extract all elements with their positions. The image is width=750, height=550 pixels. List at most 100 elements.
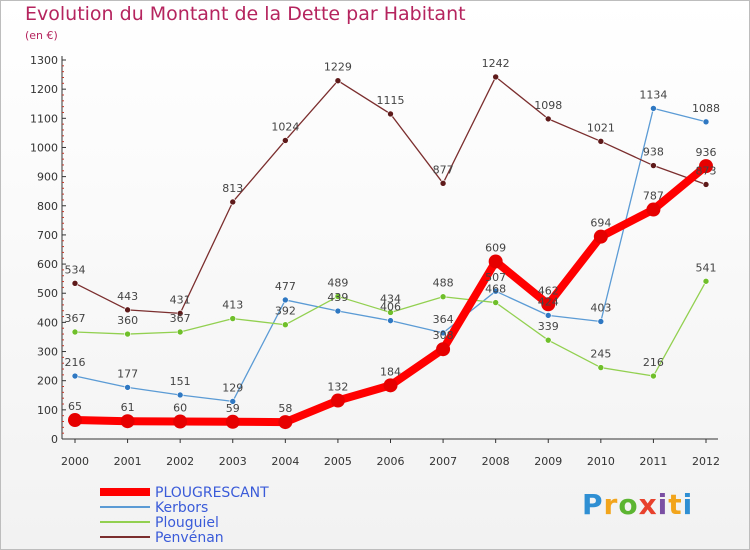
chart-title: Evolution du Montant de la Dette par Hab…: [25, 3, 466, 25]
data-label-plougrescant: 59: [226, 402, 240, 415]
series-point-kerbors: [439, 329, 447, 337]
data-label-penvénan: 813: [222, 182, 243, 195]
data-label-plougrescant: 60: [173, 402, 187, 415]
series-point-plougrescant: [173, 414, 188, 429]
series-point-plougrescant: [120, 414, 135, 429]
data-label-penvénan: 877: [433, 163, 454, 176]
series-point-penvénan: [702, 181, 710, 188]
logo-letter: r: [603, 488, 619, 521]
y-tick-label: 600: [37, 258, 58, 271]
data-label-plouguiel: 488: [433, 277, 454, 290]
series-point-kerbors: [71, 372, 79, 380]
x-tick-label: 2011: [639, 455, 667, 468]
series-point-plougrescant: [488, 254, 503, 269]
y-tick-label: 0: [51, 433, 58, 446]
data-label-plouguiel: 468: [485, 283, 506, 296]
legend-label: Plouguiel: [155, 515, 219, 531]
series-point-penvénan: [124, 306, 131, 314]
x-tick-label: 2005: [324, 455, 352, 468]
data-label-kerbors: 477: [275, 280, 296, 293]
data-label-plougrescant: 132: [327, 381, 348, 394]
y-tick-label: 900: [37, 171, 58, 184]
series-point-penvénan: [439, 180, 447, 187]
data-label-kerbors: 151: [170, 375, 191, 388]
series-point-penvénan: [176, 310, 184, 317]
data-label-kerbors: 1134: [639, 88, 667, 101]
series-point-penvénan: [71, 280, 79, 287]
chart-axes: 0 100 200 300 400 500 600 700 800 900 1000 1100 1200…: [30, 54, 720, 468]
series-point-penvénan: [650, 162, 657, 169]
data-label-plougrescant: 65: [68, 400, 82, 413]
data-label-plougrescant: 58: [278, 402, 292, 415]
series-point-penvénan: [597, 138, 605, 145]
y-tick-label: 1300: [30, 54, 58, 67]
series-point-plouguiel: [124, 330, 131, 338]
x-tick-label: 2002: [166, 455, 194, 468]
series-point-plouguiel: [544, 336, 552, 344]
data-label-kerbors: 129: [222, 381, 243, 394]
series-point-plougrescant: [541, 297, 556, 312]
data-label-penvénan: 1242: [482, 57, 510, 70]
data-label-plouguiel: 541: [696, 261, 717, 274]
series-point-plouguiel: [334, 293, 342, 300]
series-point-plougrescant: [383, 378, 398, 393]
chart-subtitle: (en €): [25, 29, 58, 42]
series-point-penvénan: [229, 198, 237, 206]
series-point-kerbors: [492, 287, 499, 295]
legend-label: Kerbors: [155, 500, 208, 516]
y-tick-label: 100: [37, 404, 58, 417]
series-point-penvénan: [282, 137, 289, 144]
logo-letter: o: [618, 488, 639, 521]
data-label-penvénan: 1021: [587, 121, 615, 134]
series-point-plouguiel: [650, 372, 657, 380]
data-label-plougrescant: 787: [643, 190, 664, 203]
logo-letter: i: [682, 488, 694, 521]
data-label-penvénan: 443: [117, 290, 138, 303]
series-point-kerbors: [597, 318, 605, 325]
series-line-kerbors: [74, 107, 707, 403]
y-tick-label: 800: [37, 200, 58, 213]
x-tick-label: 2001: [114, 455, 142, 468]
chart-series: [68, 73, 713, 430]
data-label-plouguiel: 367: [170, 312, 191, 325]
data-label-kerbors: 403: [590, 302, 611, 315]
data-label-plouguiel: 434: [380, 292, 401, 305]
x-tick-label: 2000: [61, 455, 89, 468]
logo-letter: x: [638, 488, 658, 521]
series-point-kerbors: [124, 384, 131, 391]
series-point-plouguiel: [282, 321, 289, 329]
legend-label: Penvénan: [155, 530, 224, 546]
data-label-kerbors: 439: [327, 291, 348, 304]
logo-letter: t: [668, 488, 683, 521]
data-label-penvénan: 1024: [271, 120, 299, 133]
series-point-plouguiel: [702, 277, 710, 285]
series-point-plouguiel: [439, 293, 447, 301]
x-tick-label: 2012: [692, 455, 720, 468]
series-point-plouguiel: [387, 309, 394, 316]
series-point-kerbors: [702, 118, 710, 126]
data-label-plouguiel: 392: [275, 305, 296, 318]
x-tick-label: 2004: [271, 455, 299, 468]
y-tick-label: 1000: [30, 141, 58, 154]
data-label-plouguiel: 489: [327, 276, 348, 289]
y-tick-label: 500: [37, 287, 58, 300]
series-point-plougrescant: [646, 202, 661, 217]
data-label-kerbors: 406: [380, 301, 401, 314]
series-point-kerbors: [650, 105, 657, 112]
data-label-penvénan: 431: [170, 293, 191, 306]
data-label-penvénan: 873: [696, 164, 717, 177]
data-label-plougrescant: 609: [485, 241, 506, 254]
series-point-kerbors: [282, 296, 289, 304]
series-point-plougrescant: [330, 393, 345, 408]
x-tick-label: 2007: [429, 455, 457, 468]
data-label-penvénan: 938: [643, 146, 664, 159]
y-tick-label: 400: [37, 316, 58, 329]
data-label-penvénan: 534: [65, 263, 86, 276]
data-label-plouguiel: 413: [222, 299, 243, 312]
series-point-plougrescant: [278, 415, 293, 430]
series-point-kerbors: [176, 391, 184, 399]
series-point-plougrescant: [68, 413, 82, 428]
data-label-kerbors: 216: [65, 356, 86, 369]
